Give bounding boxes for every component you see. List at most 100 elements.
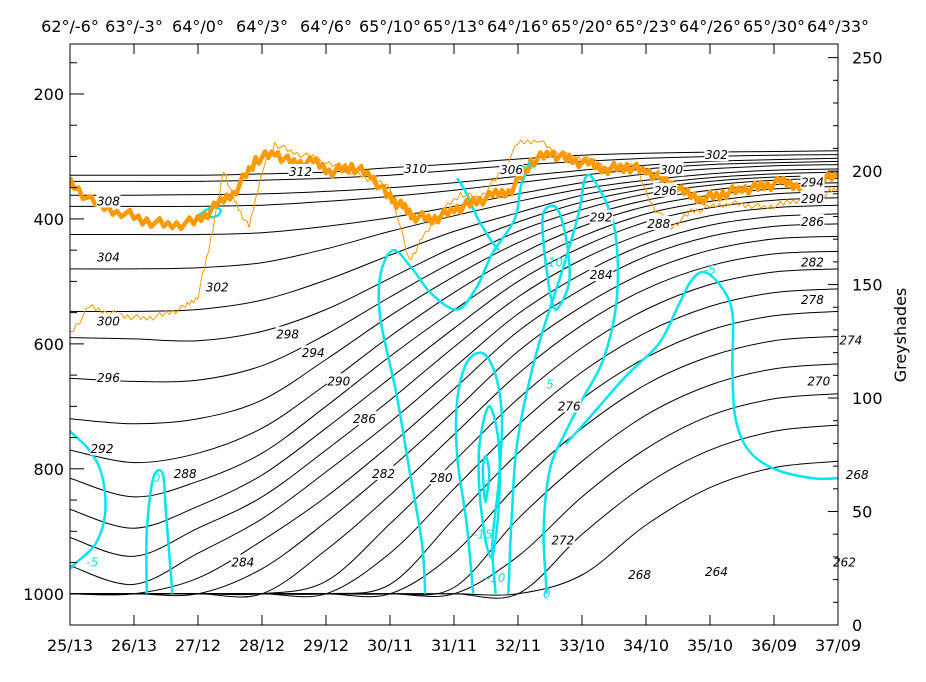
- isentrope-label: 286: [801, 215, 824, 229]
- top-axis-tick-label: 64°/3°: [236, 17, 288, 36]
- isentrope-label: 302: [705, 148, 728, 162]
- isentrope-label-bg: [589, 267, 614, 282]
- bottom-axis-tick-label: 25/13: [47, 636, 93, 655]
- isentrope-label: 270: [807, 374, 830, 388]
- top-axis-tick-label: 65°/10°: [359, 17, 421, 36]
- bottom-axis-tick-label: 32/11: [495, 636, 541, 655]
- isentrope-label: 296: [97, 371, 120, 385]
- isentrope-label-group: 310: [403, 160, 428, 176]
- cyan-contour-label: -10: [543, 256, 563, 270]
- right-axis-tick-label: 150: [852, 276, 883, 295]
- isentrope-286: [70, 204, 838, 557]
- isentrope-label-group: 304: [96, 249, 121, 265]
- isentrope-label: 288: [174, 467, 197, 481]
- isentrope-262: [70, 460, 838, 596]
- isentrope-label-bg: [550, 532, 575, 547]
- isentrope-label-bg: [557, 398, 582, 413]
- isentrope-label: 272: [551, 534, 574, 548]
- top-axis-tick-label: 65°/30°: [743, 17, 805, 36]
- top-axis-tick-label: 65°/23°: [615, 17, 677, 36]
- bottom-axis-tick-label: 33/10: [559, 636, 605, 655]
- isentrope-302: [70, 168, 838, 270]
- bottom-axis-tick-label: 36/09: [751, 636, 797, 655]
- top-axis-tick-label: 64°/16°: [487, 17, 549, 36]
- cyan-contour-c2: [145, 468, 174, 594]
- isentrope-label-group: 300: [659, 162, 684, 177]
- isentrope-label: 278: [801, 293, 824, 307]
- bottom-axis-tick-label: 31/11: [431, 636, 477, 655]
- left-axis-tick-label: 400: [33, 210, 64, 229]
- isentrope-label: 268: [628, 568, 651, 582]
- isentrope-label-group: 292: [589, 209, 614, 225]
- isentrope-298: [70, 174, 838, 342]
- isentrope-304: [70, 164, 838, 236]
- cyan-contour-c4: [377, 165, 532, 594]
- isentrope-label-bg: [838, 332, 863, 347]
- isentrope-label-bg: [403, 160, 428, 175]
- isentrope-label: 302: [206, 281, 229, 295]
- isentrope-308: [70, 157, 838, 196]
- top-axis-tick-label: 65°/13°: [423, 17, 485, 36]
- right-axis-tick-label: 100: [852, 389, 883, 408]
- isentrope-label-group: 292: [90, 440, 114, 456]
- isentrope-label: 308: [97, 194, 120, 208]
- isentrope-label-bg: [800, 174, 825, 189]
- right-axis-tick-label: 50: [852, 503, 872, 522]
- isentrope-label: 298: [276, 328, 299, 342]
- isentrope-label: 306: [500, 163, 523, 177]
- isentrope-label-group: 286: [800, 214, 825, 229]
- isentrope-label-bg: [371, 465, 396, 480]
- isentrope-label-bg: [173, 465, 198, 480]
- cyan-contour-label: -15: [473, 527, 493, 541]
- isentrope-296: [70, 177, 838, 383]
- isentrope-label: 262: [833, 556, 856, 570]
- bottom-axis-tick-label: 30/11: [367, 636, 413, 655]
- cyan-contour-c9: [541, 204, 571, 311]
- cyan-contour-label: -5: [522, 159, 534, 173]
- cyan-contour-label: -5: [704, 263, 716, 277]
- bottom-axis-tick-label: 35/10: [687, 636, 733, 655]
- isentrope-label-bg: [429, 470, 454, 485]
- isentrope-label-group: 268: [627, 567, 652, 582]
- isentrope-label-bg: [589, 209, 614, 224]
- isentrope-label-bg: [627, 567, 652, 582]
- isentrope-label: 296: [654, 184, 677, 198]
- isentrope-label-bg: [90, 440, 114, 455]
- isentrope-label: 300: [97, 314, 120, 328]
- isentrope-label-group: 284: [589, 267, 614, 282]
- isentrope-label: 280: [430, 471, 453, 485]
- isentrope-label: 290: [801, 192, 824, 206]
- isentrope-label-group: 294: [800, 174, 825, 190]
- cyan-contour-label: -5: [86, 556, 98, 570]
- isentrope-label-bg: [352, 410, 377, 425]
- top-axis-tick-label: 62°/-6°: [41, 17, 99, 36]
- left-axis-tick-label: 1000: [23, 585, 64, 604]
- isentrope-label-bg: [800, 292, 825, 307]
- isentrope-label-bg: [800, 254, 825, 269]
- isentrope-label-group: 288: [646, 215, 671, 231]
- isentrope-label-bg: [806, 373, 831, 388]
- isentrope-label: 268: [846, 468, 869, 482]
- isentrope-label-group: 268: [845, 467, 870, 482]
- isentrope-label: 312: [289, 165, 312, 179]
- isentrope-label-bg: [230, 554, 255, 569]
- isentrope-label-bg: [205, 279, 230, 294]
- isentrope-label-group: 296: [96, 370, 121, 385]
- contour-labels-layer: 312 310 308 306 304 302 302 300 300 298 296 296 294 2…: [86, 147, 870, 601]
- bottom-axis-tick-label: 28/12: [239, 636, 285, 655]
- isentrope-label: 264: [705, 565, 728, 579]
- top-axis-tick-label: 64°/6°: [300, 17, 352, 36]
- isentrope-label-bg: [326, 373, 351, 388]
- bottom-axis-tick-label: 26/13: [111, 636, 157, 655]
- isentrope-label: 292: [590, 211, 613, 225]
- isentrope-300: [70, 171, 838, 313]
- cyan-contour-label: 5: [546, 377, 554, 391]
- isentrope-label-group: 280: [429, 470, 454, 485]
- isentrope-label: 300: [660, 163, 683, 177]
- bottom-axis-tick-label: 34/10: [623, 636, 669, 655]
- isentrope-label-group: 312: [288, 164, 313, 179]
- isentrope-label-bg: [646, 215, 671, 230]
